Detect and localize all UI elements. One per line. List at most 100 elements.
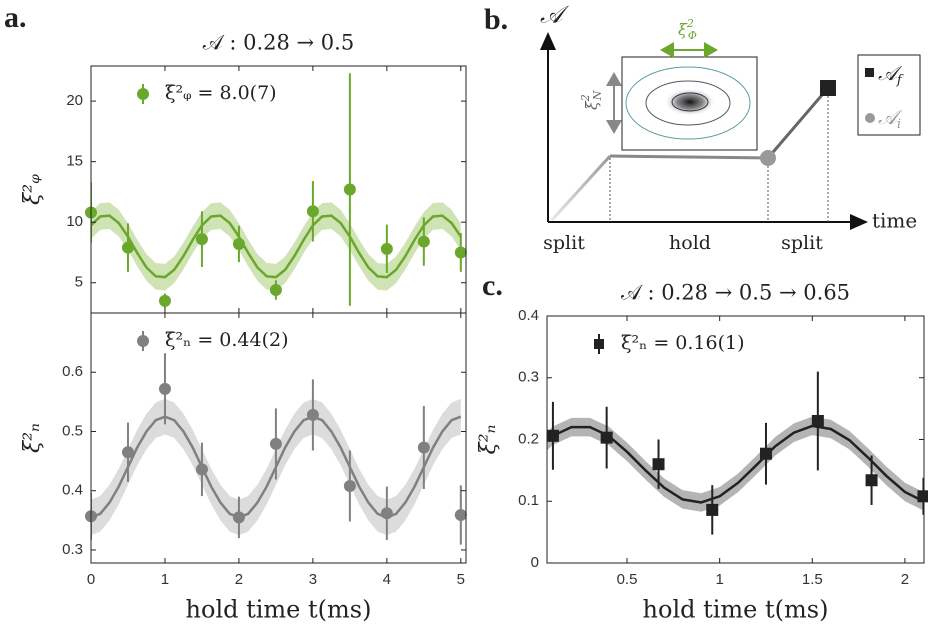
marker — [380, 242, 393, 255]
fit-line — [91, 214, 462, 279]
initial-marker — [760, 150, 776, 166]
x-tick-label: 2 — [901, 571, 909, 588]
marker — [121, 241, 134, 254]
marker — [306, 205, 319, 218]
fit-band — [547, 416, 924, 512]
y-tick-label: 5 — [75, 274, 83, 291]
x-axis-label: time — [872, 209, 917, 233]
superscript: 2 — [579, 94, 592, 102]
marker — [232, 511, 245, 524]
y-tick-label: 0.5 — [62, 422, 83, 439]
marker — [195, 463, 208, 476]
x-tick-label: 0.5 — [617, 571, 638, 588]
x-axis-label: hold time t(ms) — [186, 596, 372, 624]
y-tick-label: 0.3 — [518, 369, 539, 386]
x-tick-label: 5 — [457, 571, 465, 588]
x-tick-label: 2 — [235, 571, 243, 588]
marker — [811, 414, 824, 427]
legend-marker — [594, 339, 604, 349]
subscript: N — [591, 90, 604, 101]
marker — [454, 246, 467, 259]
contour — [645, 80, 731, 126]
panel-label: c. — [482, 269, 503, 302]
inset-label-group: ξ2N — [579, 90, 604, 110]
diagram: b. 𝒜 time split hold split ξ2 Φ ξ2N 𝒜f 𝒜i — [484, 1, 921, 254]
x-tick-label: 1.5 — [802, 571, 823, 588]
marker — [269, 437, 282, 450]
y-tick-label: 10 — [66, 213, 83, 230]
panel-label: a. — [4, 1, 27, 34]
y-tick-label: 0.2 — [518, 430, 539, 447]
subscript: i — [897, 117, 901, 132]
symbol: ξ — [582, 100, 601, 110]
contour — [625, 66, 751, 140]
marker — [158, 382, 171, 395]
subscript: Φ — [688, 29, 697, 42]
contour — [671, 92, 709, 112]
y-tick-label: 0.6 — [62, 363, 83, 380]
legend-label: ξ̅²ᵩ = 8.0(7) — [165, 82, 277, 104]
marker — [865, 474, 878, 487]
x-tick-label: 1 — [161, 571, 169, 588]
y-tick-label: 0.1 — [518, 492, 539, 509]
marker — [380, 507, 393, 520]
chart-title: 𝒜 : 0.28 → 0.5 — [203, 31, 354, 55]
panel-label: b. — [484, 3, 508, 36]
y-tick-label: 0.3 — [62, 541, 83, 558]
x-tick-label: 3 — [309, 571, 317, 588]
y-tick-label: 0.4 — [518, 307, 539, 324]
phase-label: split — [543, 232, 585, 254]
marker — [306, 408, 319, 421]
marker — [343, 479, 356, 492]
marker — [417, 235, 430, 248]
marker — [600, 431, 613, 444]
y-tick-label: 0.4 — [62, 482, 83, 499]
inset-label: ξ2N — [579, 90, 604, 110]
ramp — [550, 154, 612, 222]
marker — [121, 446, 134, 459]
legend-marker — [865, 113, 875, 123]
x-tick-label: 1 — [715, 571, 723, 588]
plot-frame — [90, 312, 467, 564]
x-tick-label: 0 — [87, 571, 95, 588]
marker — [706, 503, 719, 516]
density — [664, 88, 716, 116]
legend-label: ξ̅²ₙ = 0.16(1) — [621, 332, 745, 354]
fit-line — [547, 424, 924, 504]
marker — [269, 283, 282, 296]
final-marker — [820, 80, 836, 96]
phase-label: split — [781, 232, 823, 254]
y-tick-label: 20 — [66, 92, 83, 109]
ramp — [766, 87, 830, 159]
inset-label: ξ2 Φ — [678, 17, 697, 42]
legend-marker — [137, 335, 149, 347]
legend-marker — [865, 68, 874, 77]
y-tick-label: 0 — [531, 554, 539, 571]
marker — [158, 294, 171, 307]
y-axis-label: ξ²ₙ — [20, 423, 45, 453]
legend-label: ξ̅²ₙ = 0.44(2) — [165, 329, 289, 351]
marker — [232, 237, 245, 250]
x-tick-label: 4 — [383, 571, 391, 588]
marker — [454, 509, 467, 522]
y-axis-label: 𝒜 — [540, 1, 570, 29]
marker — [917, 490, 928, 503]
x-axis-label: hold time t(ms) — [643, 596, 829, 624]
marker — [546, 429, 559, 442]
marker — [343, 183, 356, 196]
y-axis-label: ξ²ᵩ — [20, 174, 45, 205]
y-tick-label: 15 — [66, 153, 83, 170]
marker — [759, 447, 772, 460]
y-axis-label: ξ²ₙ — [476, 425, 501, 455]
marker — [652, 458, 665, 471]
chart-title: 𝒜 : 0.28 → 0.5 → 0.65 — [621, 281, 850, 305]
subscript: f — [896, 73, 904, 88]
legend-marker — [137, 88, 149, 100]
marker — [195, 233, 208, 246]
superscript: 2 — [686, 17, 694, 30]
marker — [417, 441, 430, 454]
symbol: ξ — [678, 20, 688, 39]
hold-line — [609, 154, 769, 160]
phase-label: hold — [669, 232, 711, 254]
